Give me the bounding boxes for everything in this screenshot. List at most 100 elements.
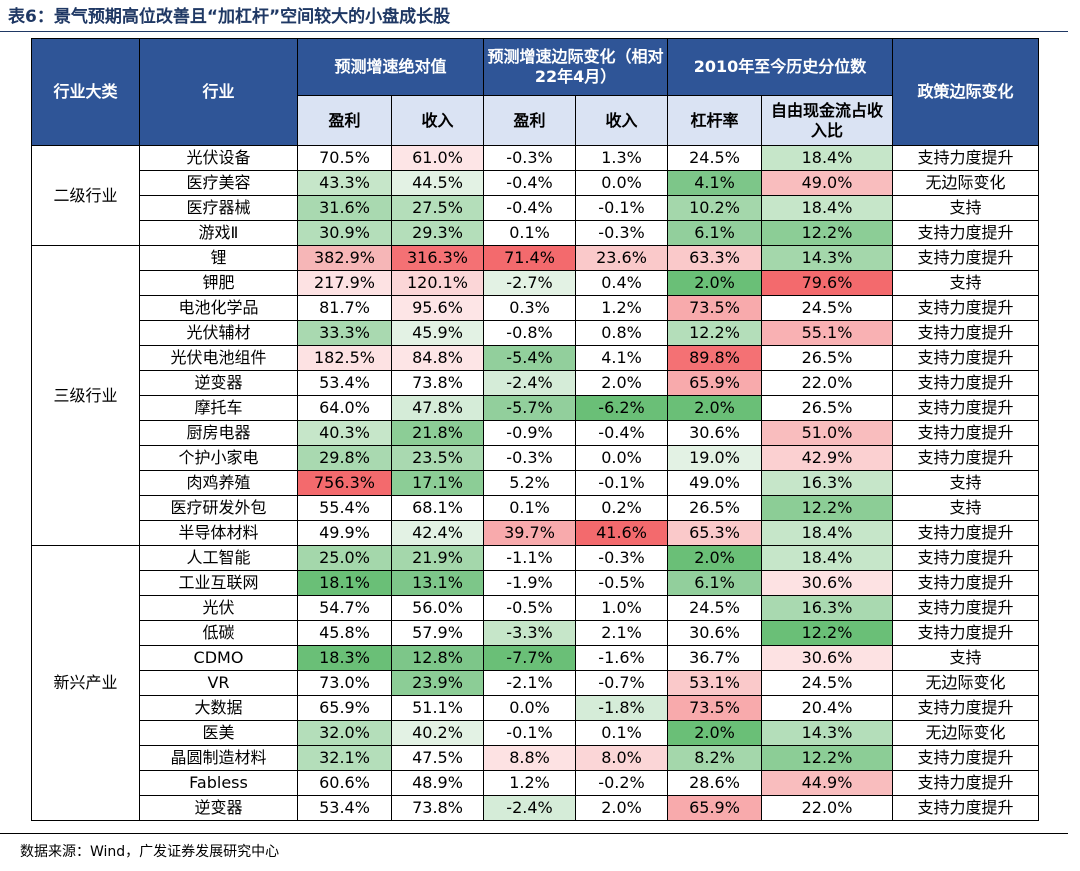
table-row: 大数据 65.9% 51.1% 0.0% -1.8% 73.5% 20.4% 支持力度提升 (32, 695, 1040, 721)
leverage-cell: 63.3% (667, 245, 763, 271)
leverage-cell: 10.2% (667, 195, 763, 221)
header-fcf: 自由现金流占收入比 (761, 95, 894, 146)
table-row: 光伏电池组件 182.5% 84.8% -5.4% 4.1% 89.8% 26.5% 支持力度… (32, 345, 1040, 371)
fcf-cell: 49.0% (761, 170, 894, 196)
leverage-cell: 2.0% (667, 545, 763, 571)
revenue-cell: 40.2% (390, 720, 485, 746)
industry-cell: 游戏Ⅱ (139, 220, 298, 246)
revenue-cell: 47.5% (390, 745, 485, 771)
profit-cell: 53.4% (297, 795, 392, 821)
leverage-cell: 30.6% (667, 420, 763, 446)
profit-cell: 65.9% (297, 695, 392, 721)
leverage-cell: 12.2% (667, 320, 763, 346)
fcf-cell: 12.2% (761, 620, 894, 646)
industry-cell: 个护小家电 (139, 445, 298, 471)
revenue-cell: 51.1% (390, 695, 485, 721)
table-row: Fabless 60.6% 48.9% 1.2% -0.2% 28.6% 44.9% 支持力度… (32, 770, 1040, 796)
industry-cell: 医疗器械 (139, 195, 298, 221)
fcf-cell: 18.4% (761, 520, 894, 546)
industry-cell: 医疗美容 (139, 170, 298, 196)
leverage-cell: 73.5% (667, 295, 763, 321)
header-profit-change: 盈利 (483, 95, 577, 146)
table-row: 摩托车 64.0% 47.8% -5.7% -6.2% 2.0% 26.5% 支持力度提升 (32, 395, 1040, 421)
profit-cell: 32.1% (297, 745, 392, 771)
profit-cell: 18.1% (297, 570, 392, 596)
profit-change-cell: -2.4% (483, 370, 577, 396)
source-divider (0, 833, 1068, 834)
profit-change-cell: -1.9% (483, 570, 577, 596)
leverage-cell: 49.0% (667, 470, 763, 496)
fcf-cell: 16.3% (761, 595, 894, 621)
revenue-change-cell: 2.0% (575, 795, 669, 821)
fcf-cell: 22.0% (761, 370, 894, 396)
revenue-cell: 23.9% (390, 670, 485, 696)
leverage-cell: 19.0% (667, 445, 763, 471)
table-row: 游戏Ⅱ 30.9% 29.3% 0.1% -0.3% 6.1% 12.2% 支持力度提升 (32, 220, 1040, 246)
profit-cell: 54.7% (297, 595, 392, 621)
profit-cell: 53.4% (297, 370, 392, 396)
profit-cell: 217.9% (297, 270, 392, 296)
leverage-cell: 6.1% (667, 220, 763, 246)
revenue-change-cell: 0.8% (575, 320, 669, 346)
fcf-cell: 30.6% (761, 570, 894, 596)
revenue-cell: 44.5% (390, 170, 485, 196)
profit-cell: 18.3% (297, 645, 392, 671)
revenue-cell: 68.1% (390, 495, 485, 521)
revenue-cell: 29.3% (390, 220, 485, 246)
table-body: 二级行业 光伏设备 70.5% 61.0% -0.3% 1.3% 24.5% 18.4% 支持力… (31, 145, 1040, 821)
revenue-cell: 316.3% (390, 245, 485, 271)
policy-cell: 支持 (892, 270, 1040, 296)
fcf-cell: 14.3% (761, 720, 894, 746)
policy-cell: 支持 (892, 495, 1040, 521)
profit-change-cell: -0.1% (483, 720, 577, 746)
revenue-change-cell: 1.3% (575, 145, 669, 171)
table-row: 医疗研发外包 55.4% 68.1% 0.1% 0.2% 26.5% 12.2% 支持 (32, 495, 1040, 521)
profit-cell: 81.7% (297, 295, 392, 321)
profit-cell: 55.4% (297, 495, 392, 521)
table-row: 医美 32.0% 40.2% -0.1% 0.1% 2.0% 14.3% 无边际变化 (32, 720, 1040, 746)
revenue-change-cell: -1.6% (575, 645, 669, 671)
profit-cell: 60.6% (297, 770, 392, 796)
revenue-cell: 120.1% (390, 270, 485, 296)
revenue-change-cell: -0.5% (575, 570, 669, 596)
fcf-cell: 42.9% (761, 445, 894, 471)
profit-cell: 45.8% (297, 620, 392, 646)
table-row: 逆变器 53.4% 73.8% -2.4% 2.0% 65.9% 22.0% 支持力度提升 (32, 370, 1040, 396)
fcf-cell: 12.2% (761, 495, 894, 521)
policy-cell: 支持力度提升 (892, 595, 1040, 621)
header-group-marginal: 预测增速边际变化（相对22年4月） (483, 38, 669, 96)
policy-cell: 支持力度提升 (892, 445, 1040, 471)
policy-cell: 支持力度提升 (892, 520, 1040, 546)
revenue-cell: 73.8% (390, 795, 485, 821)
profit-cell: 40.3% (297, 420, 392, 446)
profit-change-cell: 5.2% (483, 470, 577, 496)
policy-cell: 支持力度提升 (892, 220, 1040, 246)
profit-change-cell: 0.1% (483, 495, 577, 521)
table-row: 电池化学品 81.7% 95.6% 0.3% 1.2% 73.5% 24.5% 支持力度提升 (32, 295, 1040, 321)
revenue-change-cell: 0.0% (575, 170, 669, 196)
profit-change-cell: -0.5% (483, 595, 577, 621)
leverage-cell: 24.5% (667, 595, 763, 621)
fcf-cell: 79.6% (761, 270, 894, 296)
leverage-cell: 4.1% (667, 170, 763, 196)
revenue-cell: 73.8% (390, 370, 485, 396)
profit-cell: 382.9% (297, 245, 392, 271)
profit-cell: 43.3% (297, 170, 392, 196)
revenue-change-cell: 0.2% (575, 495, 669, 521)
fcf-cell: 14.3% (761, 245, 894, 271)
industry-cell: VR (139, 670, 298, 696)
leverage-cell: 26.5% (667, 495, 763, 521)
policy-cell: 支持力度提升 (892, 245, 1040, 271)
revenue-change-cell: -0.1% (575, 470, 669, 496)
header-policy: 政策边际变化 (892, 38, 1040, 146)
category-cell: 三级行业 (31, 245, 140, 546)
fcf-cell: 12.2% (761, 745, 894, 771)
table-row: 三级行业锂 382.9% 316.3% 71.4% 23.6% 63.3% 14.3% 支持力… (31, 245, 1040, 546)
revenue-cell: 27.5% (390, 195, 485, 221)
table-row: 光伏辅材 33.3% 45.9% -0.8% 0.8% 12.2% 55.1% 支持力度提升 (32, 320, 1040, 346)
profit-change-cell: 1.2% (483, 770, 577, 796)
revenue-change-cell: -0.3% (575, 545, 669, 571)
industry-cell: 光伏辅材 (139, 320, 298, 346)
industry-cell: 肉鸡养殖 (139, 470, 298, 496)
industry-cell: 电池化学品 (139, 295, 298, 321)
